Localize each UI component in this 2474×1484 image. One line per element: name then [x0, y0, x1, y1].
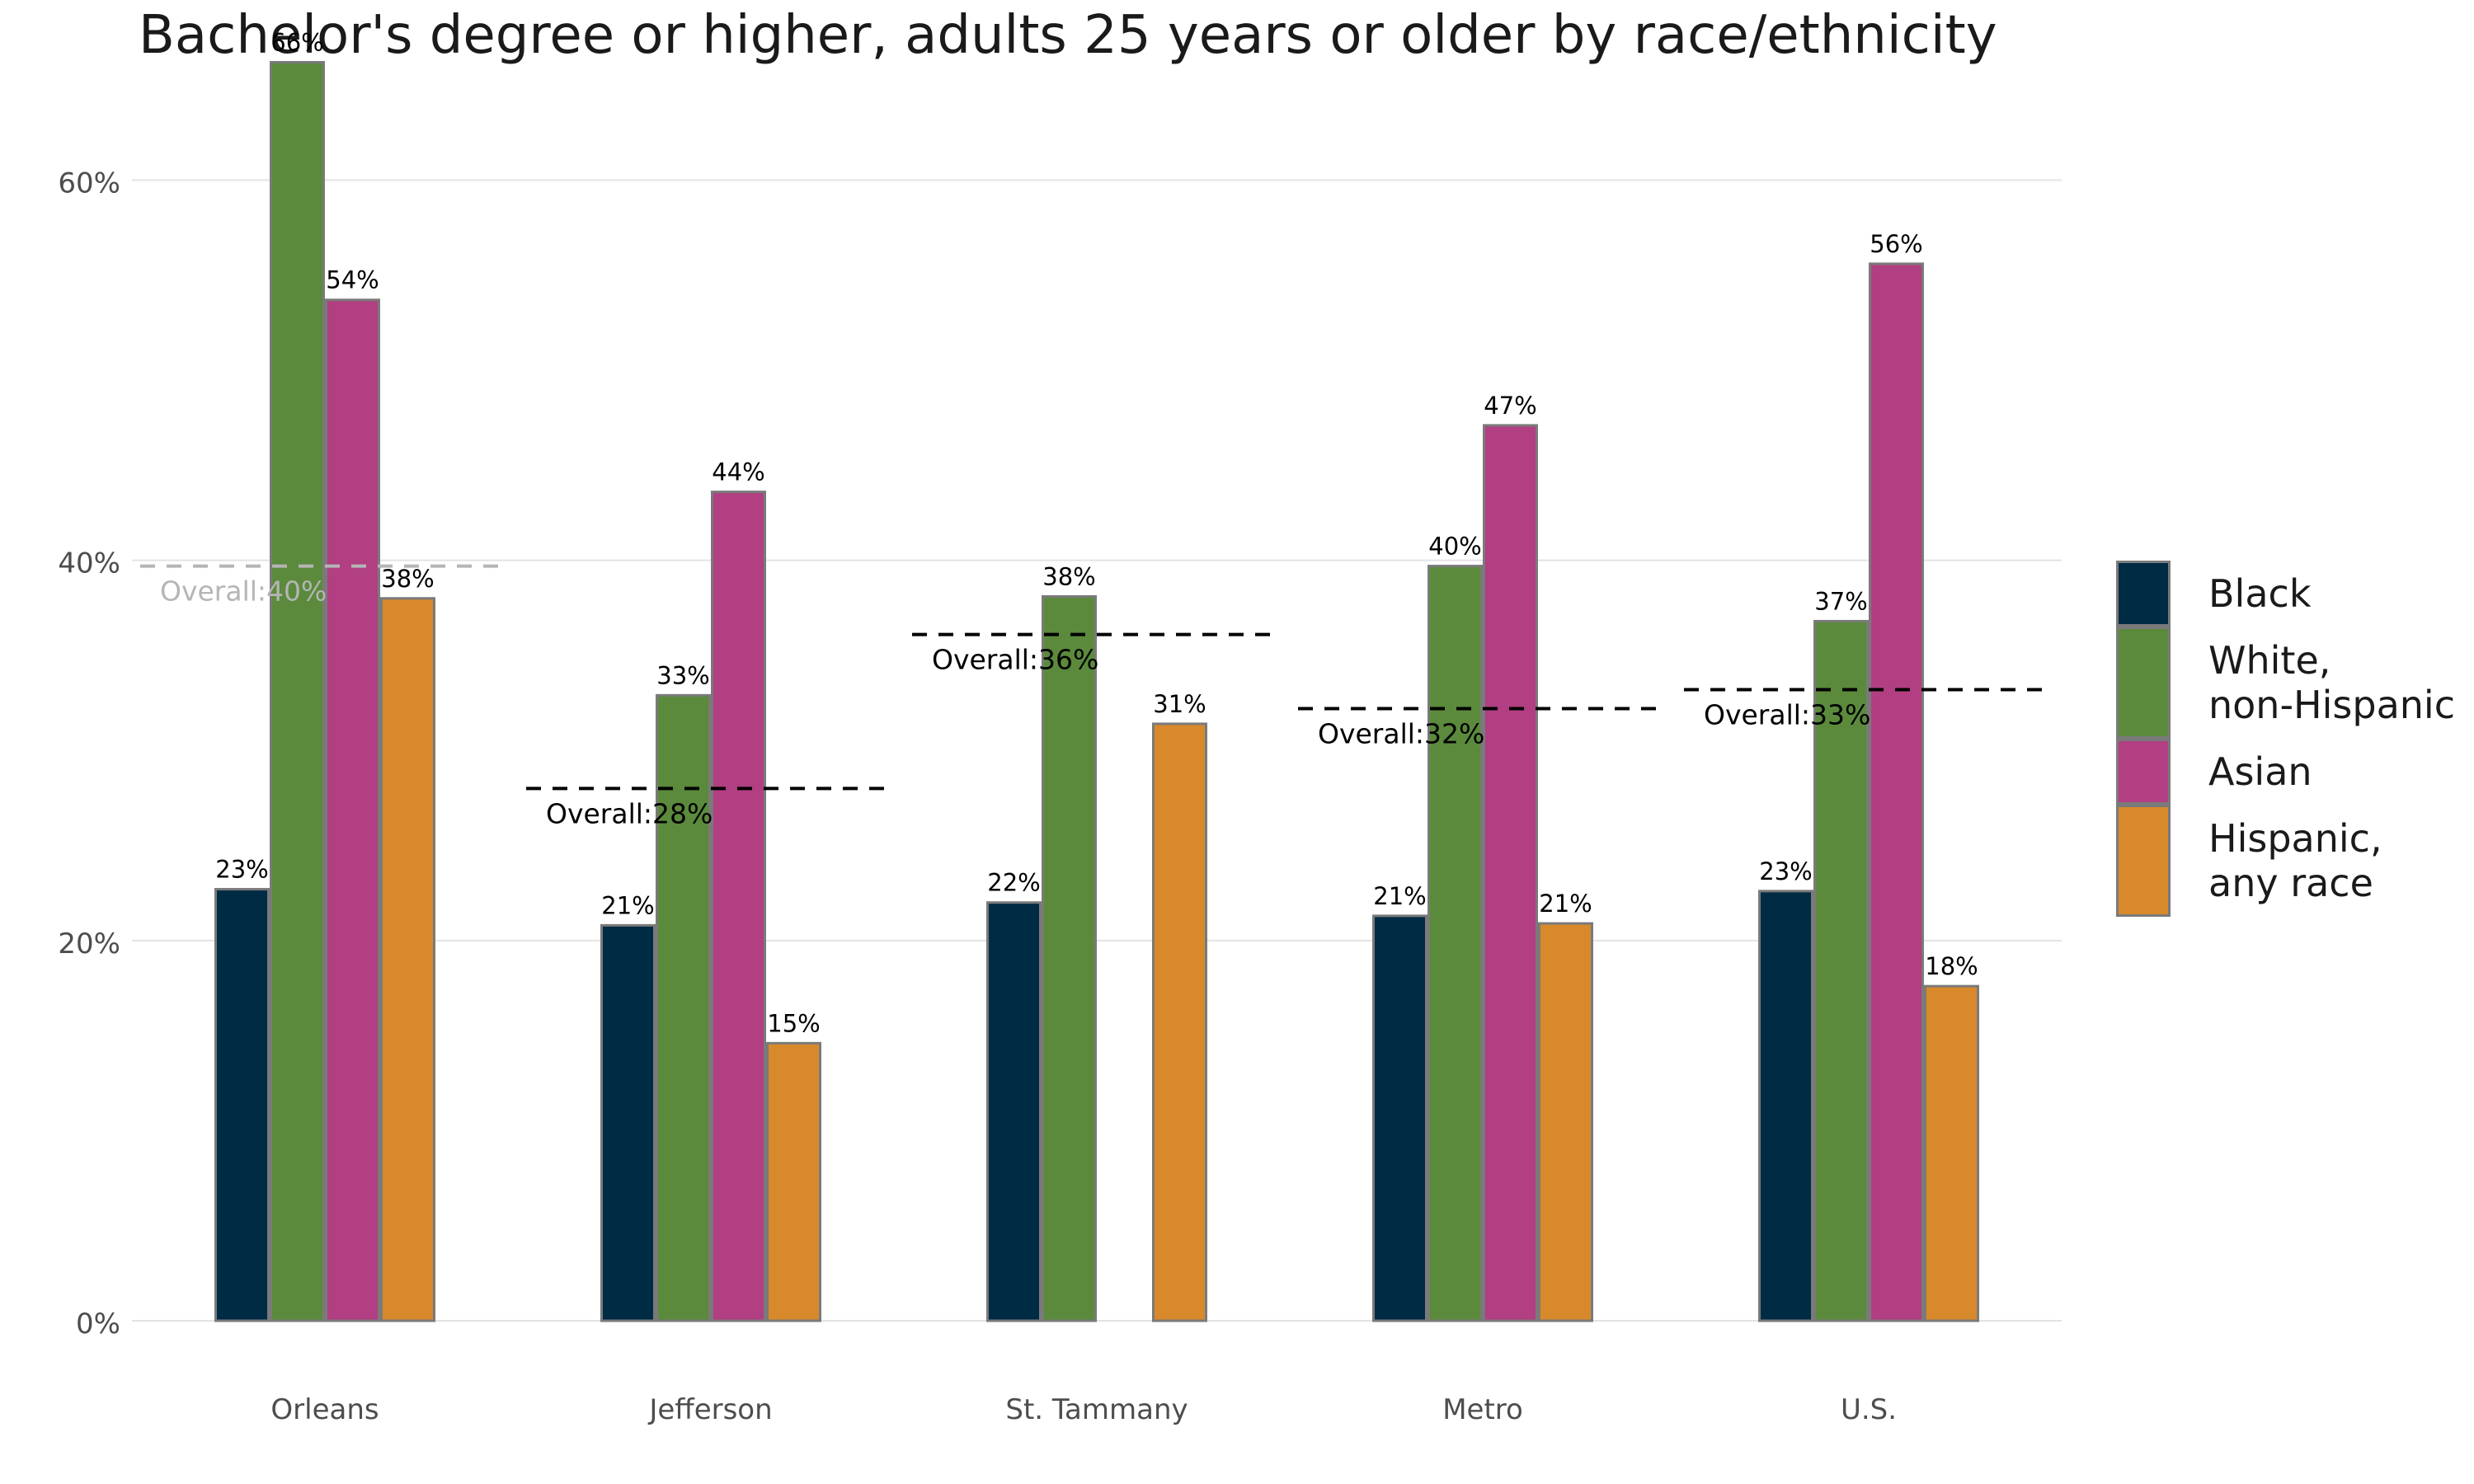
overall-label: Overall:28%: [546, 797, 713, 829]
bar: [1758, 890, 1813, 1322]
bar: [214, 888, 270, 1322]
bar-value-label: 44%: [712, 458, 764, 486]
legend-item: Asian: [2116, 739, 2455, 805]
y-tick-label: 20%: [58, 928, 120, 960]
overall-label: Overall:32%: [1318, 718, 1484, 750]
legend-swatch: [2116, 739, 2171, 805]
x-tick-label: Orleans: [270, 1393, 379, 1426]
legend-label: White, non-Hispanic: [2208, 638, 2455, 727]
bar: [270, 61, 325, 1322]
x-tick-label: U.S.: [1841, 1393, 1897, 1426]
bar-value-label: 56%: [1870, 230, 1922, 258]
bar-value-label: 47%: [1484, 392, 1536, 420]
legend-item: Hispanic, any race: [2116, 805, 2455, 917]
bar-value-label: 37%: [1814, 587, 1867, 615]
bar: [1869, 262, 1924, 1322]
bar: [600, 923, 656, 1322]
bar-value-label: 66%: [270, 29, 323, 57]
bar-value-label: 21%: [601, 891, 654, 919]
overall-label: Overall:36%: [932, 644, 1098, 676]
x-tick-label: Metro: [1442, 1393, 1523, 1426]
legend-label: Black: [2208, 571, 2312, 616]
y-tick-label: 40%: [58, 547, 120, 580]
chart-title: Bachelor's degree or higher, adults 25 y…: [139, 5, 1997, 66]
x-tick-label: St. Tammany: [1005, 1393, 1188, 1426]
legend-swatch: [2116, 805, 2171, 917]
bar-value-label: 54%: [326, 266, 379, 294]
legend-item: Black: [2116, 561, 2455, 627]
bar: [1538, 922, 1593, 1322]
bar-value-label: 22%: [987, 869, 1040, 897]
bar-value-label: 38%: [381, 565, 434, 593]
bar-value-label: 21%: [1539, 890, 1592, 918]
y-tick-label: 60%: [58, 167, 120, 200]
legend-swatch: [2116, 627, 2171, 739]
bar: [1372, 914, 1427, 1322]
bar-value-label: 33%: [656, 661, 709, 689]
bar-value-label: 40%: [1428, 533, 1481, 561]
bar-value-label: 23%: [1759, 857, 1812, 885]
bar: [1813, 619, 1869, 1322]
bar-value-label: 23%: [215, 856, 268, 884]
bar: [1042, 594, 1097, 1322]
bar-value-label: 38%: [1042, 562, 1095, 590]
y-tick-label: 0%: [76, 1308, 120, 1341]
bar: [986, 901, 1042, 1322]
bar-value-label: 31%: [1153, 690, 1206, 718]
legend: Black White, non-Hispanic Asian Hispanic, a…: [2116, 561, 2455, 917]
x-tick-label: Jefferson: [647, 1393, 772, 1426]
bar: [380, 597, 435, 1322]
bar-value-label: 21%: [1373, 882, 1426, 910]
legend-label: Asian: [2208, 749, 2312, 794]
legend-item: White, non-Hispanic: [2116, 627, 2455, 739]
bar: [1152, 722, 1207, 1322]
bar: [1924, 984, 1979, 1322]
bar-value-label: 15%: [767, 1009, 820, 1037]
bar: [656, 693, 711, 1322]
bar: [1427, 565, 1483, 1322]
legend-label: Hispanic, any race: [2208, 816, 2382, 905]
bar: [766, 1041, 821, 1322]
bar-value-label: 18%: [1925, 952, 1978, 980]
legend-swatch: [2116, 561, 2171, 627]
bar: [325, 298, 380, 1322]
bar: [1483, 424, 1538, 1322]
overall-label: Overall:33%: [1704, 698, 1870, 730]
overall-label: Overall:40%: [160, 575, 327, 608]
bar: [711, 491, 766, 1322]
